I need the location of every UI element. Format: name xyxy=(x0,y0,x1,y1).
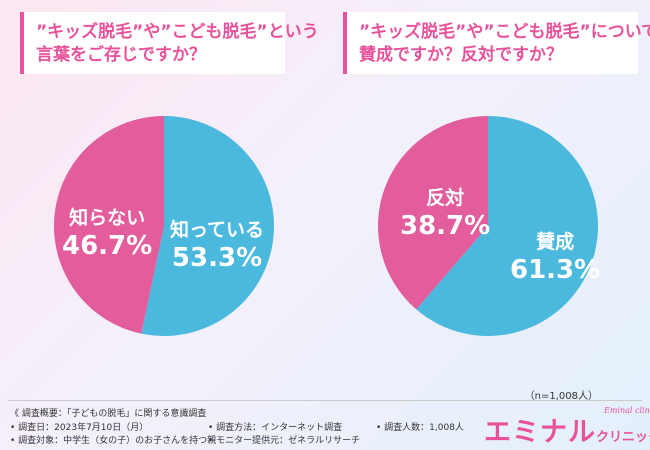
slice-name-aware: 知っている xyxy=(170,219,265,241)
question-2-box: ”キッズ脱毛”や”こども脱毛”について、 賛成ですか？反対ですか？ xyxy=(343,12,650,74)
slice-oppose xyxy=(377,116,488,310)
survey-method: • 調査方法：インターネット調査 xyxy=(208,423,343,433)
slice-name-oppose: 反対 xyxy=(426,187,465,209)
logo-sub: Eminal clinic♡ xyxy=(604,406,650,415)
pie-chart-approval xyxy=(377,116,598,336)
sample-size: （n=1,008人） xyxy=(524,391,598,402)
question-2-line-2: 賛成ですか？反対ですか？ xyxy=(359,45,563,65)
logo-main: エミナル xyxy=(484,417,596,448)
slice-value-aware: 53.3% xyxy=(171,243,263,273)
slice-name-approve: 賛成 xyxy=(536,231,575,253)
slice-label-unaware: 知らない 46.7% xyxy=(62,206,152,262)
slice-label-oppose: 反対 38.7% xyxy=(400,186,490,242)
slice-value-unaware: 46.7% xyxy=(62,231,153,261)
survey-count: • 調査人数：1,008人 xyxy=(376,423,464,433)
logo-suffix: クリニック xyxy=(596,430,650,445)
slice-aware xyxy=(141,116,275,336)
survey-overview: 《 調査概要：「子どもの脱毛」に関する意識調査 xyxy=(10,409,207,419)
slice-unaware xyxy=(54,116,164,334)
question-2-line-1: ”キッズ脱毛”や”こども脱毛”について、 xyxy=(359,22,650,42)
question-1-box: ”キッズ脱毛”や”こども脱毛”という 言葉をご存じですか？ xyxy=(20,12,319,74)
slice-label-aware: 知っている 53.3% xyxy=(170,218,264,274)
footer-divider xyxy=(8,400,642,401)
slice-label-approve: 賛成 61.3% xyxy=(510,230,600,286)
slice-value-oppose: 38.7% xyxy=(400,211,491,241)
slice-value-approve: 61.3% xyxy=(510,255,601,285)
slice-name-unaware: 知らない xyxy=(69,207,146,229)
pie-chart-awareness xyxy=(54,116,275,336)
survey-provider: • モニター提供元：ゼネラルリサーチ xyxy=(208,436,361,446)
clinic-logo: エミナルクリニック Eminal clinic♡ xyxy=(484,406,650,449)
survey-date: • 調査日：2023年7月10日（月） xyxy=(10,423,149,433)
slice-approve xyxy=(416,116,598,336)
question-1-line-2: 言葉をご存じですか？ xyxy=(36,45,206,65)
question-1-line-1: ”キッズ脱毛”や”こども脱毛”という xyxy=(36,22,319,42)
survey-target: • 調査対象：中学生（女の子）のお子さんを持つ親 xyxy=(10,436,217,446)
